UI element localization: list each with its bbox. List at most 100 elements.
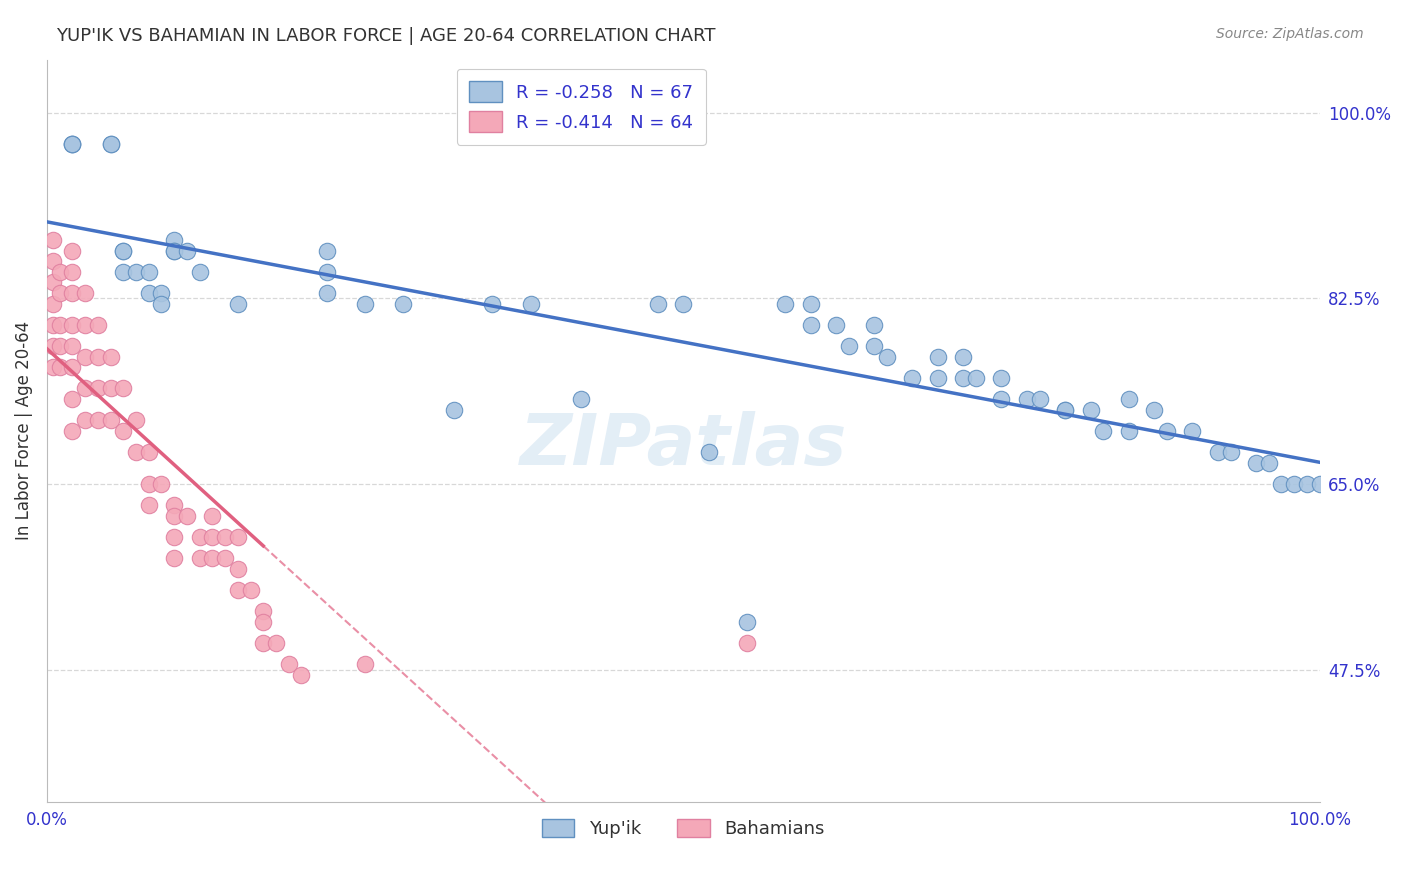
Point	[952, 371, 974, 385]
Text: YUP'IK VS BAHAMIAN IN LABOR FORCE | AGE 20-64 CORRELATION CHART: YUP'IK VS BAHAMIAN IN LABOR FORCE | AGE …	[56, 27, 716, 45]
Point	[75, 382, 97, 396]
Point	[697, 445, 720, 459]
Point	[48, 265, 70, 279]
Point	[188, 265, 211, 279]
Point	[1054, 402, 1077, 417]
Text: Source: ZipAtlas.com: Source: ZipAtlas.com	[1216, 27, 1364, 41]
Point	[838, 339, 860, 353]
Point	[647, 296, 669, 310]
Point	[226, 562, 249, 576]
Point	[1244, 456, 1267, 470]
Point	[60, 265, 83, 279]
Point	[150, 285, 173, 300]
Point	[735, 615, 758, 629]
Point	[60, 392, 83, 406]
Point	[990, 392, 1012, 406]
Point	[112, 244, 135, 258]
Point	[60, 244, 83, 258]
Text: ZIPatlas: ZIPatlas	[520, 411, 846, 480]
Point	[60, 137, 83, 152]
Point	[481, 296, 503, 310]
Point	[927, 350, 949, 364]
Point	[1028, 392, 1050, 406]
Point	[42, 339, 65, 353]
Point	[1296, 477, 1319, 491]
Point	[201, 530, 224, 544]
Point	[876, 350, 898, 364]
Point	[60, 285, 83, 300]
Point	[1219, 445, 1241, 459]
Point	[48, 339, 70, 353]
Point	[163, 244, 186, 258]
Point	[75, 318, 97, 332]
Point	[60, 137, 83, 152]
Point	[48, 318, 70, 332]
Point	[87, 382, 110, 396]
Point	[316, 285, 339, 300]
Point	[42, 318, 65, 332]
Point	[100, 137, 122, 152]
Point	[1092, 424, 1115, 438]
Point	[1282, 477, 1305, 491]
Point	[42, 276, 65, 290]
Point	[163, 551, 186, 566]
Point	[1015, 392, 1038, 406]
Point	[87, 350, 110, 364]
Point	[799, 296, 821, 310]
Point	[163, 508, 186, 523]
Point	[138, 285, 160, 300]
Y-axis label: In Labor Force | Age 20-64: In Labor Force | Age 20-64	[15, 321, 32, 541]
Point	[226, 296, 249, 310]
Point	[252, 636, 274, 650]
Point	[60, 424, 83, 438]
Point	[188, 530, 211, 544]
Point	[100, 350, 122, 364]
Point	[443, 402, 465, 417]
Point	[1118, 424, 1140, 438]
Point	[87, 413, 110, 427]
Point	[138, 265, 160, 279]
Point	[264, 636, 287, 650]
Point	[214, 530, 236, 544]
Point	[75, 413, 97, 427]
Point	[138, 445, 160, 459]
Point	[773, 296, 796, 310]
Point	[163, 530, 186, 544]
Point	[799, 318, 821, 332]
Point	[60, 318, 83, 332]
Point	[150, 477, 173, 491]
Point	[1206, 445, 1229, 459]
Point	[100, 413, 122, 427]
Point	[75, 350, 97, 364]
Point	[60, 137, 83, 152]
Point	[188, 551, 211, 566]
Point	[214, 551, 236, 566]
Point	[252, 604, 274, 618]
Point	[87, 318, 110, 332]
Point	[863, 339, 886, 353]
Point	[901, 371, 924, 385]
Point	[1080, 402, 1102, 417]
Point	[316, 265, 339, 279]
Point	[112, 265, 135, 279]
Point	[42, 360, 65, 375]
Point	[1309, 477, 1331, 491]
Point	[138, 498, 160, 512]
Point	[226, 583, 249, 598]
Point	[571, 392, 593, 406]
Point	[990, 371, 1012, 385]
Point	[42, 254, 65, 268]
Point	[316, 244, 339, 258]
Point	[226, 530, 249, 544]
Point	[239, 583, 262, 598]
Point	[1257, 456, 1279, 470]
Point	[952, 350, 974, 364]
Point	[176, 244, 198, 258]
Point	[1118, 392, 1140, 406]
Point	[277, 657, 299, 672]
Point	[863, 318, 886, 332]
Point	[125, 413, 148, 427]
Point	[927, 371, 949, 385]
Point	[392, 296, 415, 310]
Point	[672, 296, 695, 310]
